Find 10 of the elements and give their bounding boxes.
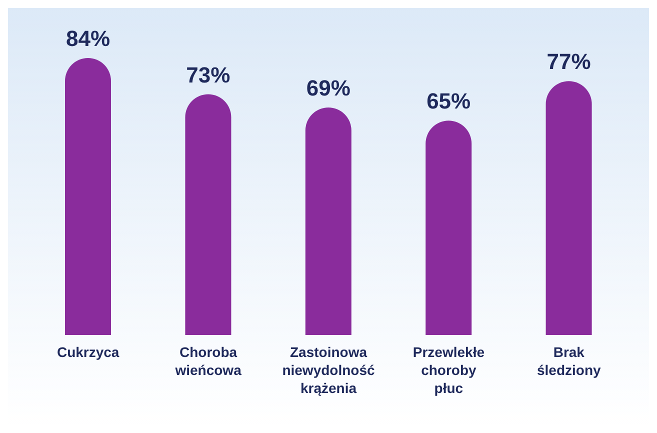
data-label: 77% bbox=[546, 49, 591, 74]
x-tick-label: Cukrzyca bbox=[56, 344, 120, 360]
data-label: 73% bbox=[186, 62, 230, 88]
x-tick-label: Zastoinowa niewydolność krążenia bbox=[282, 344, 375, 396]
data-label: 84% bbox=[66, 26, 110, 51]
x-tick-label: Przewlekłe choroby płuc bbox=[412, 344, 485, 396]
data-label: 69% bbox=[306, 75, 350, 100]
x-tick-label: Choroba wieńcowa bbox=[174, 344, 242, 378]
data-label: 65% bbox=[426, 88, 471, 114]
x-tick-label: Brak śledziony bbox=[537, 344, 602, 378]
